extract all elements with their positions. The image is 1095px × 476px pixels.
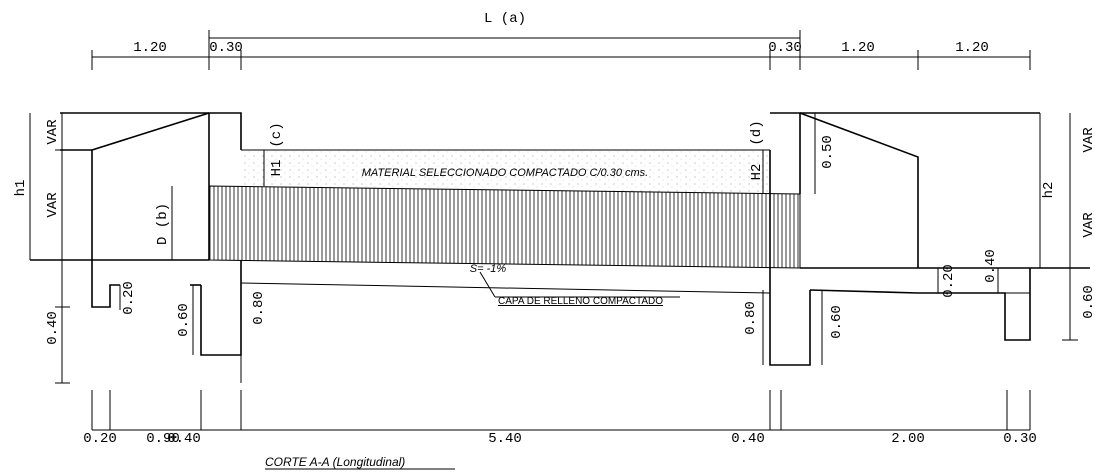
fill-label: MATERIAL SELECCIONADO COMPACTADO C/0.30 … [362, 167, 648, 179]
dim: 2.00 [891, 431, 925, 447]
dim: 0.40 [731, 431, 765, 447]
dim: 5.40 [488, 431, 522, 447]
base-label: CAPA DE RELLENO COMPACTADO [498, 296, 663, 307]
dim: 0.50 [820, 135, 836, 169]
dim: 0.30 [1003, 431, 1037, 447]
dim: 0.20 [121, 281, 137, 315]
dim: 0.60 [829, 305, 845, 339]
dim: VAR [1081, 212, 1095, 238]
dim: D (b) [155, 203, 171, 245]
dim: (c) [269, 122, 285, 147]
dim: 0.80 [251, 291, 267, 325]
dim: 0.60 [1081, 285, 1095, 319]
dim: h1 [13, 180, 29, 197]
dim: H1 [269, 160, 285, 177]
dim: 1.20 [133, 40, 167, 56]
dim: 0.40 [45, 311, 61, 345]
slope-label: S= -1% [470, 263, 507, 275]
dim: VAR [1081, 127, 1095, 153]
dim: 0.90 [146, 431, 180, 447]
dim: 1.20 [955, 40, 989, 56]
dim: 0.40 [167, 431, 201, 447]
dim: 0.20 [941, 264, 957, 298]
dim: VAR [45, 119, 61, 145]
dim: H2 [749, 164, 765, 181]
dim: 0.80 [743, 301, 759, 335]
span-label: L (a) [484, 11, 526, 27]
dim: 0.30 [768, 40, 802, 56]
dim: VAR [45, 192, 61, 218]
dim: (d) [749, 120, 765, 145]
dim: 0.30 [209, 40, 243, 56]
title: CORTE A-A (Longitudinal) [265, 455, 405, 469]
dim: 0.40 [983, 249, 999, 283]
labels: L (a) 1.20 0.30 0.30 1.20 1.20 h1 VAR VA… [13, 11, 1095, 469]
dim: 0.60 [176, 303, 192, 337]
dim: 1.20 [841, 40, 875, 56]
dim: h2 [1041, 182, 1057, 199]
dim: 0.20 [83, 431, 117, 447]
geometry [29, 30, 1090, 470]
